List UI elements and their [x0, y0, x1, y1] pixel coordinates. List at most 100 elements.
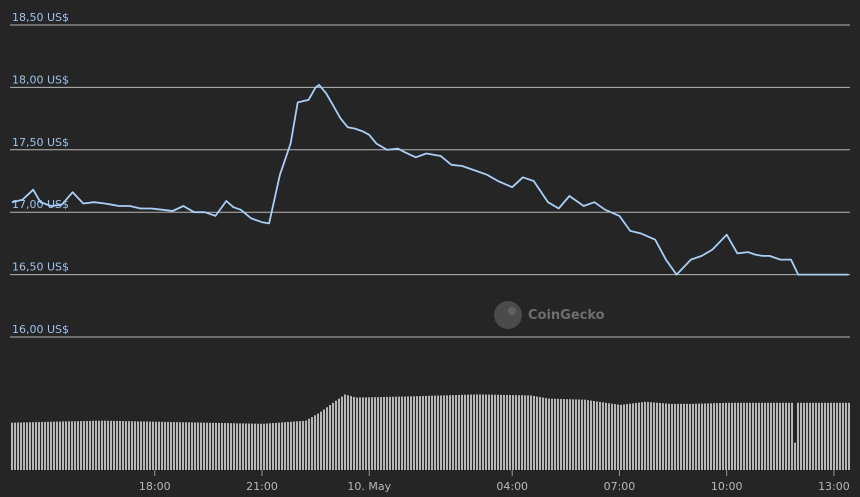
volume-bar — [401, 396, 403, 470]
volume-bar — [629, 403, 631, 470]
volume-bar — [353, 396, 355, 470]
volume-bar — [533, 395, 535, 470]
volume-bar — [14, 422, 16, 470]
volume-bar — [218, 422, 220, 470]
volume-bar — [404, 396, 406, 470]
volume-bar — [29, 422, 31, 470]
volume-bar — [140, 421, 142, 470]
volume-bar — [461, 394, 463, 470]
volume-bar — [95, 420, 97, 470]
volume-bar — [428, 395, 430, 470]
volume-bar — [344, 394, 346, 470]
volume-bar — [128, 421, 130, 470]
volume-bar — [293, 421, 295, 470]
volume-bar — [215, 422, 217, 470]
volume-bar — [752, 402, 754, 470]
volume-bar — [764, 402, 766, 470]
volume-bar — [182, 422, 184, 470]
volume-bar — [281, 422, 283, 470]
volume-bar — [335, 400, 337, 470]
volume-bar — [782, 402, 784, 470]
volume-bar — [287, 421, 289, 470]
volume-bar — [77, 421, 79, 470]
volume-bar — [80, 421, 82, 470]
volume-bar — [722, 402, 724, 470]
volume-bar — [50, 421, 52, 470]
volume-bar — [710, 403, 712, 470]
volume-bar — [695, 403, 697, 470]
volume-bar — [365, 397, 367, 470]
x-tick-label: 10:00 — [711, 480, 743, 493]
volume-bar — [116, 420, 118, 470]
volume-bar — [137, 421, 139, 470]
y-axis-labels: 16,00 US$ 16,50 US$ 17,00 US$ 17,50 US$ 18,0… — [12, 11, 69, 336]
volume-bar — [212, 422, 214, 470]
volume-bar — [170, 421, 172, 470]
volume-bar — [557, 398, 559, 470]
volume-bars — [11, 394, 850, 470]
volume-bar — [641, 402, 643, 470]
volume-bar — [203, 422, 205, 470]
volume-bar — [554, 398, 556, 470]
volume-bar — [773, 402, 775, 470]
volume-bar — [233, 423, 235, 470]
volume-bar — [815, 402, 817, 470]
volume-bar — [704, 403, 706, 470]
volume-bar — [269, 423, 271, 470]
volume-bar — [338, 398, 340, 470]
grid-lines — [10, 24, 850, 338]
volume-bar — [371, 397, 373, 470]
y-tick-label: 18,00 US$ — [12, 73, 69, 86]
price-line[interactable] — [11, 84, 849, 276]
volume-bar — [671, 403, 673, 470]
volume-bar — [278, 422, 280, 470]
y-tick-label: 16,50 US$ — [12, 261, 69, 274]
volume-bar — [776, 402, 778, 470]
volume-bar — [470, 394, 472, 470]
volume-bar — [536, 396, 538, 470]
volume-bar — [323, 409, 325, 470]
coingecko-logo-eye — [508, 307, 516, 315]
volume-bar — [263, 423, 265, 470]
volume-bar — [818, 402, 820, 470]
volume-bar — [164, 421, 166, 470]
volume-bar — [473, 394, 475, 470]
volume-bar — [578, 399, 580, 470]
volume-bar — [740, 402, 742, 470]
volume-bar — [497, 394, 499, 470]
volume-bar — [659, 402, 661, 470]
volume-bar — [812, 402, 814, 470]
volume-bar — [698, 403, 700, 470]
volume-bar — [83, 421, 85, 470]
volume-bar — [800, 402, 802, 470]
volume-bar — [728, 402, 730, 470]
volume-bar — [731, 402, 733, 470]
volume-bar — [482, 394, 484, 470]
volume-bar — [737, 402, 739, 470]
volume-bar — [254, 423, 256, 470]
volume-bar — [101, 420, 103, 470]
volume-bar — [590, 400, 592, 470]
volume-bar — [599, 401, 601, 470]
volume-bar — [242, 423, 244, 470]
price-line-series — [11, 84, 849, 276]
volume-bar — [191, 422, 193, 470]
x-tick-label: 21:00 — [246, 480, 278, 493]
volume-bar — [587, 400, 589, 470]
volume-bar — [71, 421, 73, 470]
volume-bar — [608, 403, 610, 470]
volume-bar — [830, 402, 832, 470]
volume-bar — [185, 422, 187, 470]
volume-bar — [650, 402, 652, 470]
volume-bar — [65, 421, 67, 470]
volume-bar — [530, 395, 532, 470]
volume-bar — [308, 418, 310, 470]
volume-bar — [647, 401, 649, 470]
volume-bar — [479, 394, 481, 470]
volume-bar — [626, 404, 628, 470]
volume-bar — [194, 422, 196, 470]
volume-bar — [251, 423, 253, 470]
volume-bar — [299, 421, 301, 470]
volume-bar — [272, 423, 274, 470]
volume-bar — [548, 398, 550, 470]
